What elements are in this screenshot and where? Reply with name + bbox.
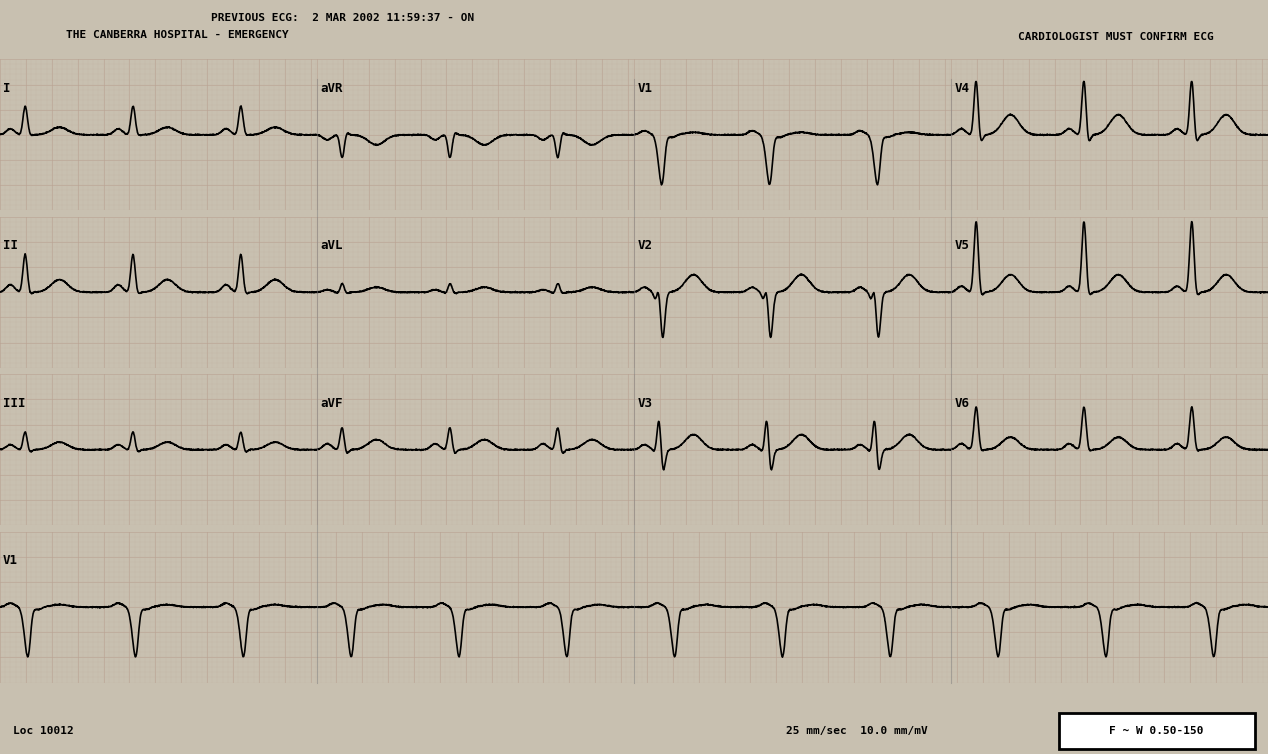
Text: V1: V1	[3, 554, 18, 567]
Text: V4: V4	[954, 82, 969, 95]
Text: THE CANBERRA HOSPITAL - EMERGENCY: THE CANBERRA HOSPITAL - EMERGENCY	[66, 29, 289, 40]
Text: aVL: aVL	[320, 240, 342, 253]
Text: III: III	[3, 397, 25, 410]
Text: V3: V3	[637, 397, 652, 410]
Text: PREVIOUS ECG:  2 MAR 2002 11:59:37 - ON: PREVIOUS ECG: 2 MAR 2002 11:59:37 - ON	[210, 13, 474, 23]
Text: aVR: aVR	[320, 82, 342, 95]
Text: I: I	[3, 82, 10, 95]
Text: F ~ W 0.50-150: F ~ W 0.50-150	[1110, 726, 1203, 737]
Text: V5: V5	[954, 240, 969, 253]
Text: Loc 10012: Loc 10012	[13, 726, 74, 737]
Text: V2: V2	[637, 240, 652, 253]
Text: V1: V1	[637, 82, 652, 95]
Bar	[1059, 713, 1255, 749]
Text: V6: V6	[954, 397, 969, 410]
Text: aVF: aVF	[320, 397, 342, 410]
Text: 25 mm/sec  10.0 mm/mV: 25 mm/sec 10.0 mm/mV	[786, 726, 928, 737]
Text: CARDIOLOGIST MUST CONFIRM ECG: CARDIOLOGIST MUST CONFIRM ECG	[1018, 32, 1213, 42]
Text: II: II	[3, 240, 18, 253]
